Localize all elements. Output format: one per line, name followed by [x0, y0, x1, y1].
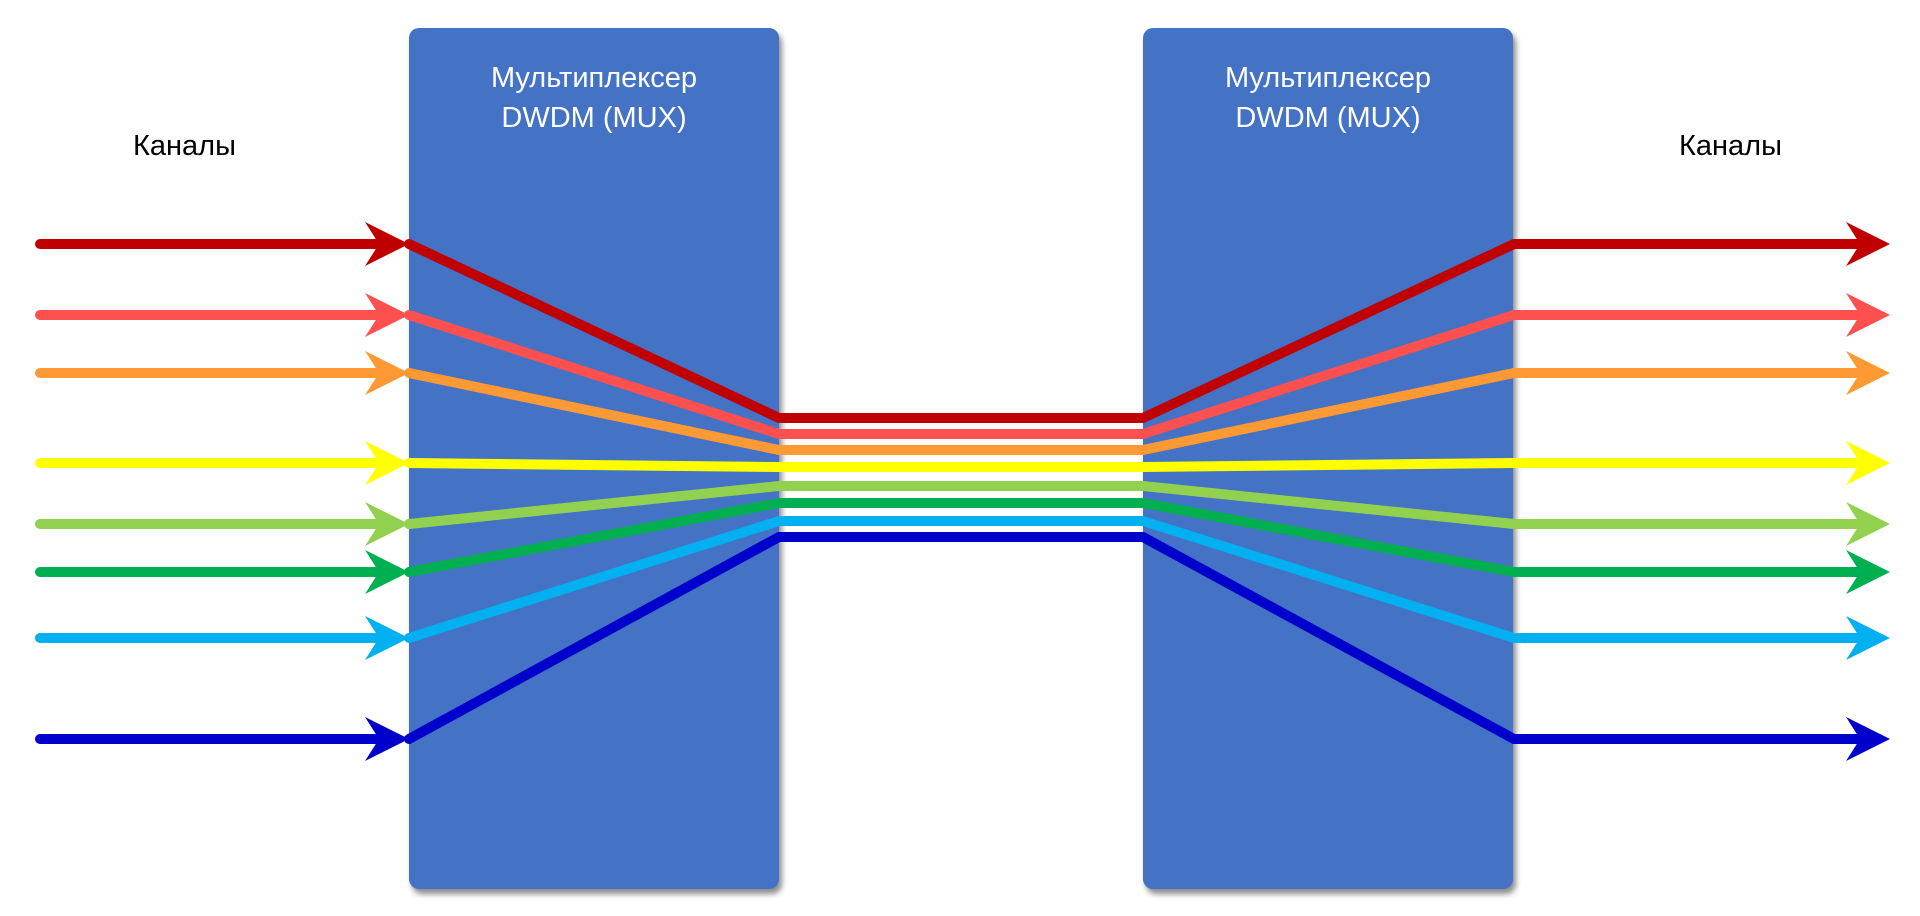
left-multiplexer-title: Мультиплексер DWDM (MUX) [409, 58, 779, 138]
left-channels-label: Каналы [133, 130, 236, 162]
left-multiplexer-title-line2: DWDM (MUX) [501, 102, 687, 134]
left-multiplexer-title-line1: Мультиплексер [490, 62, 698, 94]
right-multiplexer-title-line2: DWDM (MUX) [1235, 102, 1421, 134]
left-multiplexer-box: Мультиплексер DWDM (MUX) [409, 28, 779, 889]
right-channels-label: Каналы [1679, 130, 1782, 162]
right-multiplexer-box: Мультиплексер DWDM (MUX) [1143, 28, 1513, 889]
right-multiplexer-title-line1: Мультиплексер [1224, 62, 1432, 94]
right-multiplexer-title: Мультиплексер DWDM (MUX) [1143, 58, 1513, 138]
